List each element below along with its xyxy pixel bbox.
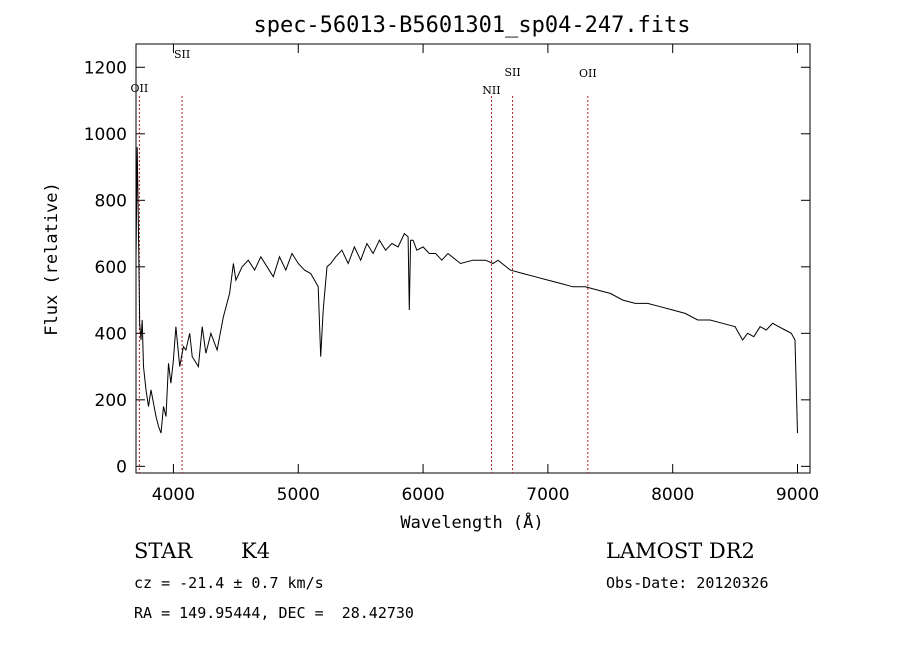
spectrum-line (135, 147, 798, 434)
emission-line-label: OII (131, 82, 149, 95)
y-tick-label: 1200 (84, 58, 127, 78)
x-tick-label: 8000 (651, 485, 694, 505)
emission-line-label: SII (174, 48, 190, 61)
survey-name: LAMOST DR2 (606, 539, 755, 563)
y-tick-label: 600 (95, 258, 127, 278)
redshift-readout: cz = -21.4 ± 0.7 km/s (134, 574, 324, 592)
x-axis: 4000 5000 6000 7000 8000 9000 (152, 44, 819, 505)
x-axis-label: Wavelength (Å) (400, 511, 543, 533)
y-axis: 0 200 400 600 800 1000 1200 (84, 58, 810, 477)
y-tick-label: 800 (95, 191, 127, 211)
object-class: STAR (134, 539, 193, 563)
x-tick-label: 5000 (277, 485, 320, 505)
x-tick-label: 7000 (526, 485, 569, 505)
emission-line-markers: OII SII NII SII OII (131, 48, 597, 473)
observation-date: Obs-Date: 20120326 (606, 574, 769, 592)
chart-title: spec-56013-B5601301_sp04-247.fits (253, 13, 690, 38)
x-tick-label: 6000 (401, 485, 444, 505)
coordinates-readout: RA = 149.95444, DEC = 28.42730 (134, 604, 414, 622)
y-tick-label: 1000 (84, 125, 127, 145)
y-tick-label: 200 (95, 391, 127, 411)
x-tick-label: 9000 (776, 485, 819, 505)
emission-line-label: NII (482, 84, 500, 97)
object-subclass: K4 (241, 539, 271, 563)
x-tick-label: 4000 (152, 485, 195, 505)
y-tick-label: 400 (95, 324, 127, 344)
emission-line-label: OII (579, 67, 597, 80)
emission-line-label: SII (504, 66, 520, 79)
plot-frame (135, 43, 811, 474)
y-axis-label: Flux (relative) (42, 182, 62, 336)
y-tick-label: 0 (116, 457, 127, 477)
